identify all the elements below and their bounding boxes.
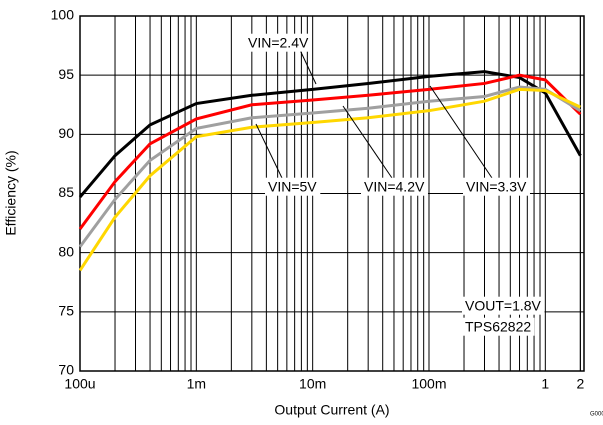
x-tick-label: 100m — [411, 376, 446, 392]
y-tick-label: 80 — [58, 243, 74, 259]
annotation-arrow — [429, 85, 493, 179]
series-line — [78, 73, 582, 230]
x-tick-label: 2 — [576, 376, 584, 392]
annotation-arrow — [342, 105, 393, 179]
x-tick-label: 1 — [541, 376, 549, 392]
label-background — [462, 296, 545, 315]
label-background — [462, 317, 535, 336]
annotation: VIN=4.2V — [364, 179, 425, 195]
annotation: VIN=5V — [268, 179, 317, 195]
label-background — [463, 177, 530, 196]
y-tick-label: 85 — [58, 184, 74, 200]
y-tick-label: 70 — [58, 362, 74, 378]
label-background — [265, 177, 321, 196]
annotation-arrow — [255, 123, 283, 179]
y-tick-label: 90 — [58, 125, 74, 141]
y-tick-label: 100 — [51, 7, 75, 23]
label-background — [245, 33, 312, 52]
x-tick-label: 1m — [187, 376, 206, 392]
figure-code: G000 — [590, 412, 603, 418]
annotation: VIN=3.3V — [466, 179, 527, 195]
y-tick-label: 95 — [58, 66, 74, 82]
y-tick-label: 75 — [58, 303, 74, 319]
x-tick-label: 100u — [64, 376, 95, 392]
plot-frame — [79, 15, 585, 372]
series-line — [78, 87, 581, 272]
annotation: TPS62822 — [465, 319, 531, 335]
series-line — [78, 85, 582, 248]
series-line — [78, 70, 582, 199]
x-axis-label: Output Current (A) — [274, 402, 389, 418]
y-axis-label: Efficiency (%) — [3, 150, 19, 235]
label-background — [361, 177, 428, 196]
x-tick-label: 10m — [299, 376, 326, 392]
annotation: VOUT=1.8V — [465, 298, 542, 314]
annotation-arrow — [299, 49, 317, 85]
annotation: VIN=2.4V — [248, 35, 309, 51]
